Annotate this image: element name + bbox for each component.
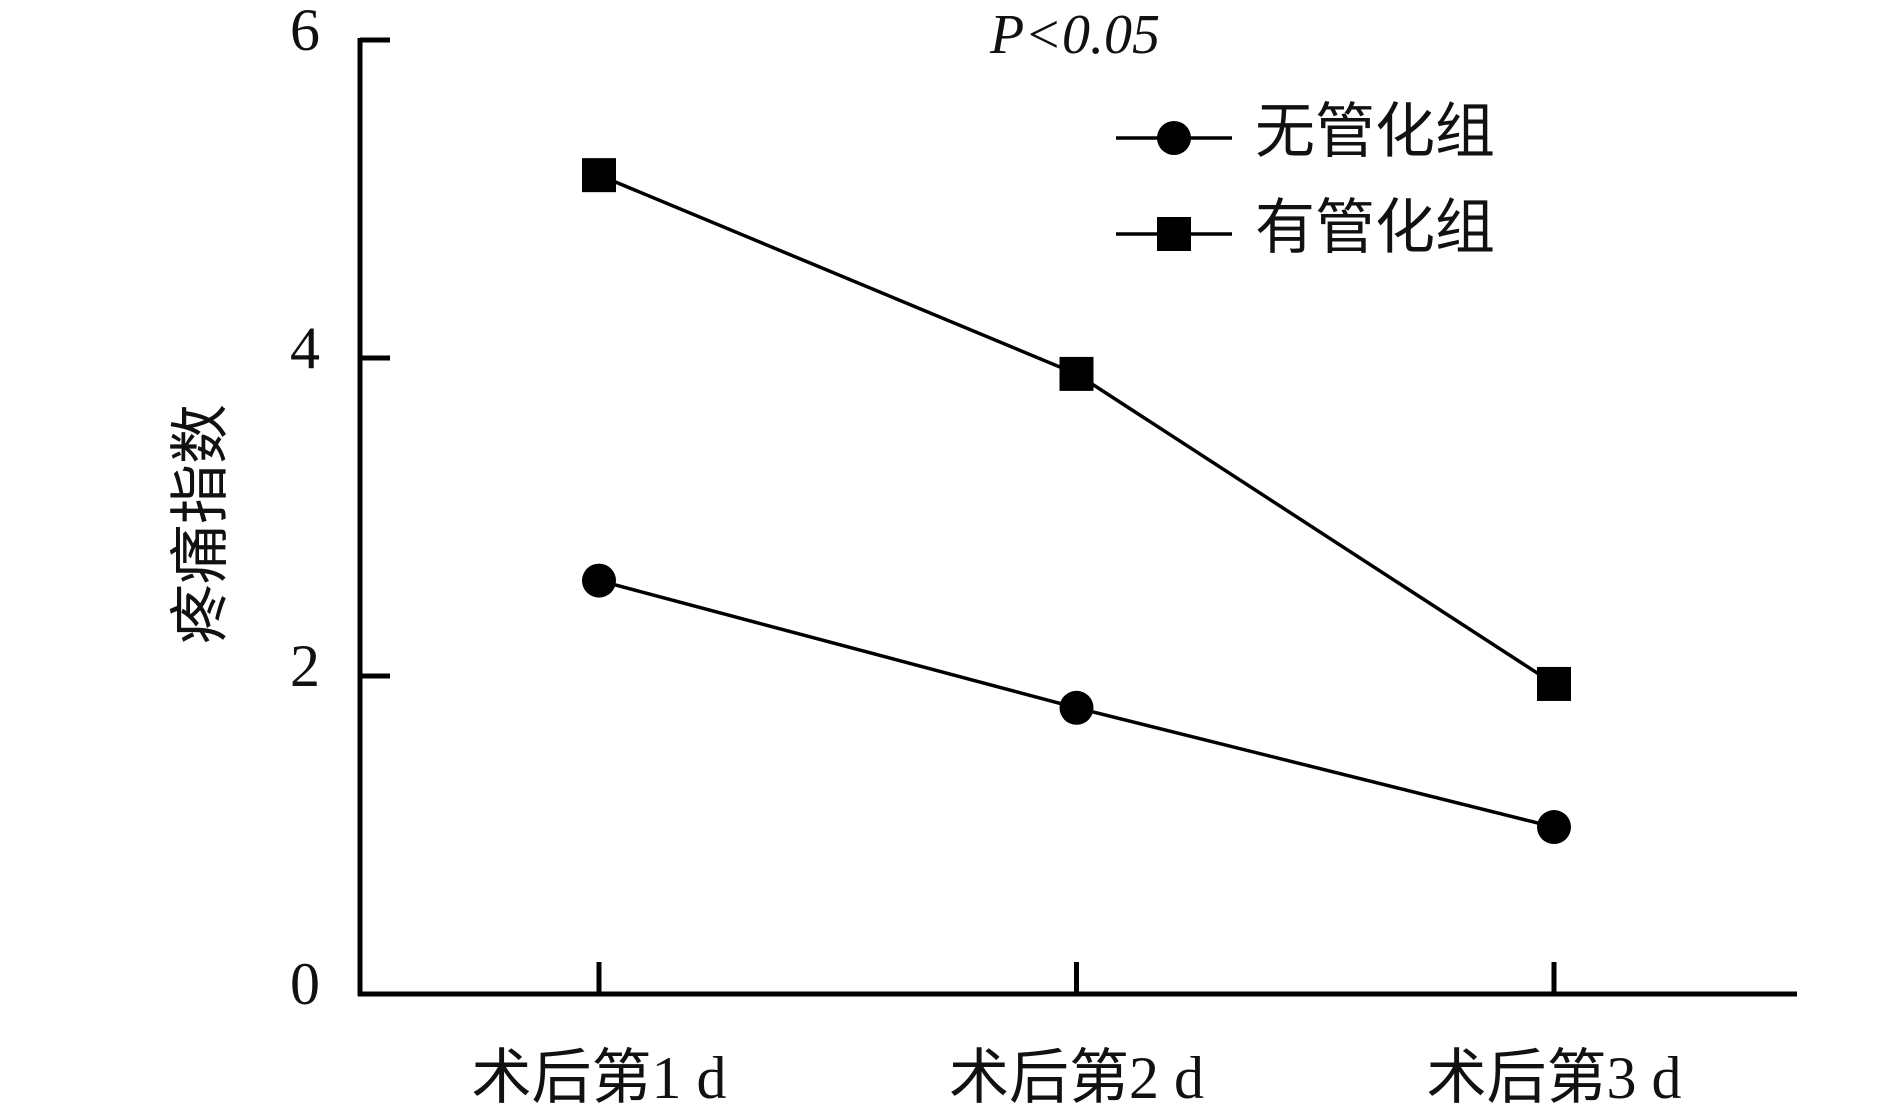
legend-marker [1157, 121, 1191, 155]
x-tick-label: 术后第2 d [949, 1045, 1204, 1111]
x-tick-label: 术后第1 d [472, 1045, 727, 1111]
marker [1537, 810, 1571, 845]
marker [1059, 356, 1094, 391]
y-tick-label: 4 [290, 315, 320, 381]
legend-label: 有管化组 [1255, 195, 1495, 261]
legend-label: 无管化组 [1255, 99, 1495, 165]
marker [1059, 690, 1094, 725]
x-tick-label: 术后第3 d [1427, 1045, 1682, 1111]
y-tick-label: 0 [290, 951, 320, 1017]
marker [582, 158, 616, 193]
annotation: P<0.05 [989, 4, 1160, 66]
marker [582, 563, 616, 598]
legend-marker [1157, 217, 1191, 251]
marker [1537, 666, 1571, 701]
y-axis-title: 疼痛指数 [168, 404, 234, 644]
y-tick-label: 2 [290, 633, 320, 699]
y-tick-label: 6 [290, 0, 320, 63]
